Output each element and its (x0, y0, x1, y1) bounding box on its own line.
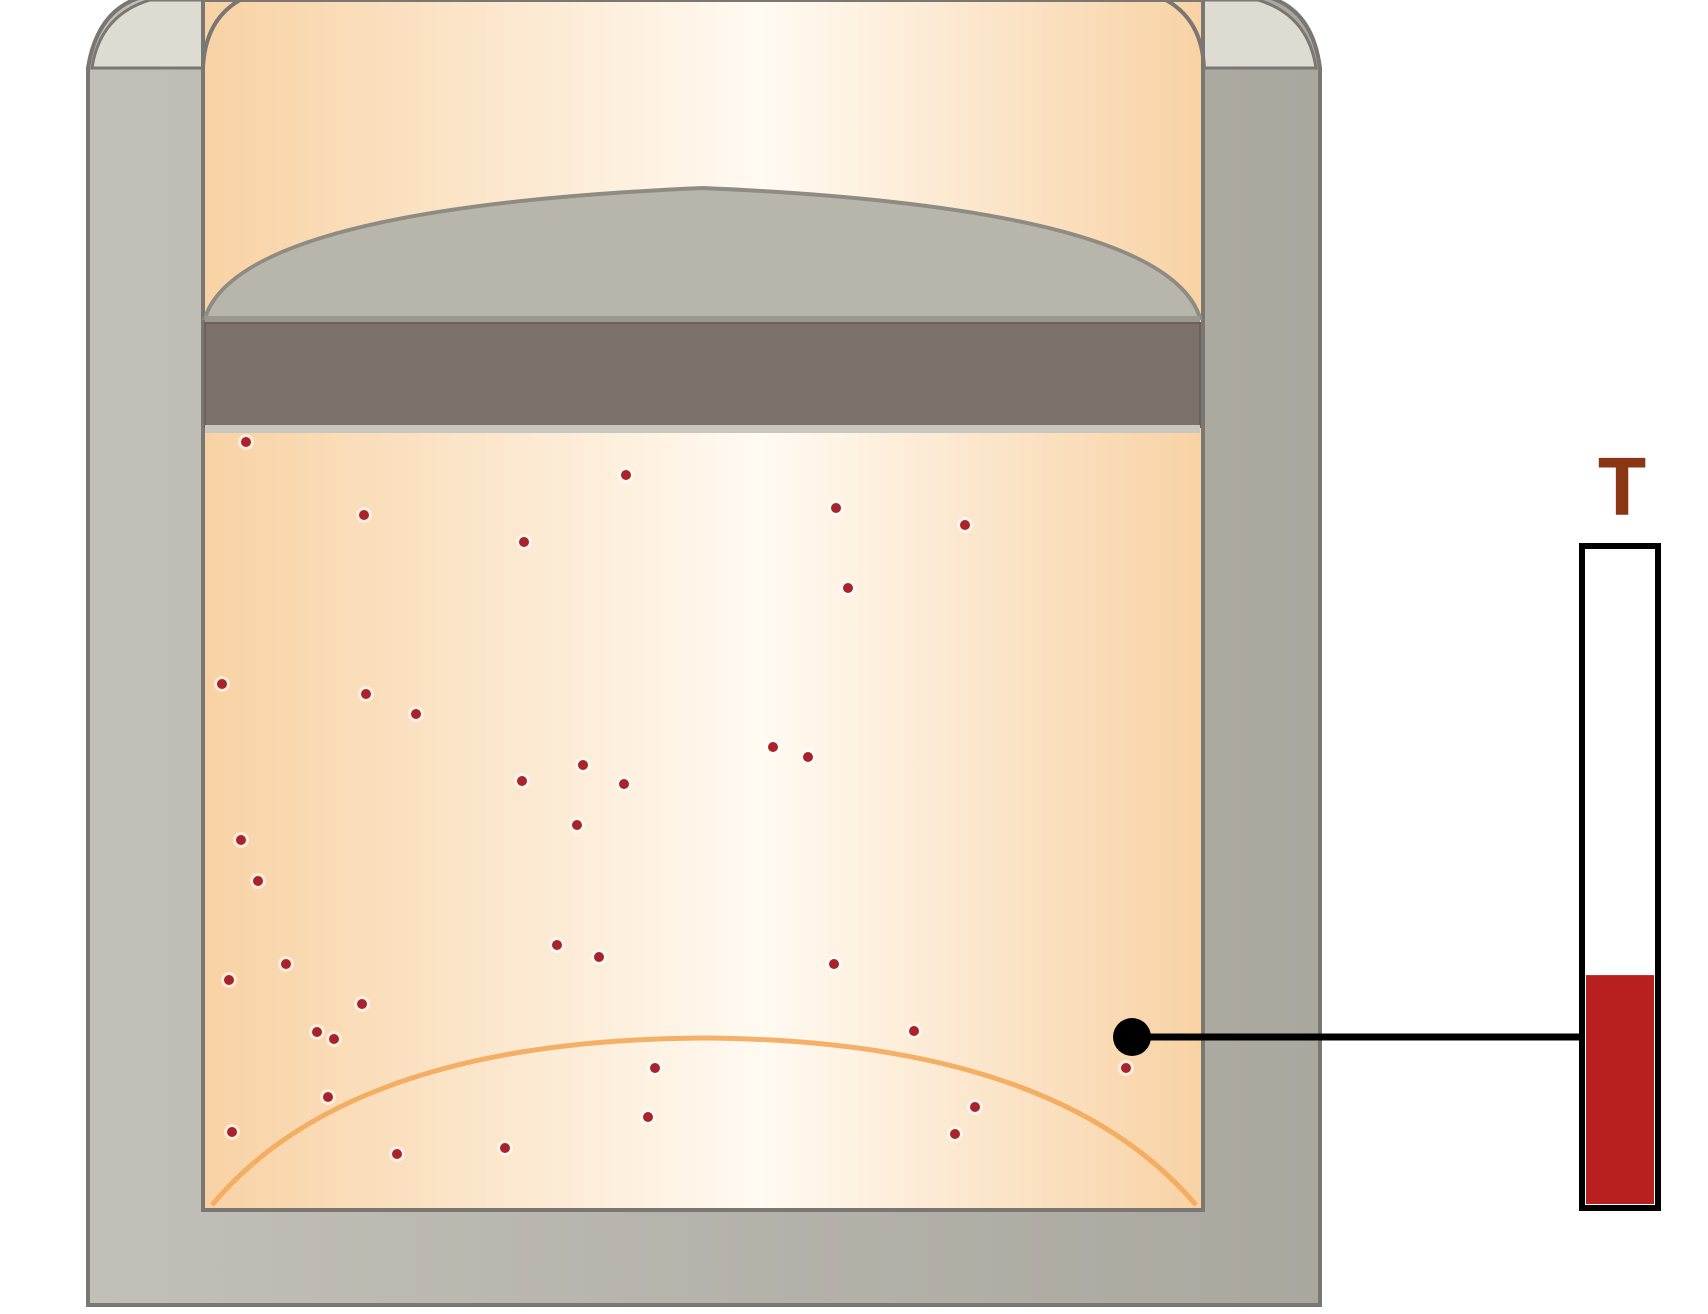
gas-particle (253, 876, 263, 886)
thermometer-probe-tip (1113, 1018, 1151, 1056)
gas-particle (643, 1112, 653, 1122)
piston-bottom-edge (205, 425, 1200, 433)
gas-particle (359, 510, 369, 520)
thermometer (1579, 543, 1661, 1211)
gas-particle (517, 776, 527, 786)
gas-particle (619, 779, 629, 789)
interior-top-curve (201, 0, 242, 69)
piston-body (204, 322, 1201, 428)
gas-particle (1121, 1063, 1131, 1073)
gas-particle (831, 503, 841, 513)
gas-particle (357, 999, 367, 1009)
piston-top-face (202, 185, 1203, 320)
gas-particle (909, 1026, 919, 1036)
cylinder-rim-left (90, 0, 217, 70)
gas-particles (214, 434, 1134, 1162)
piston-top-edge (205, 316, 1200, 325)
gas-interior (201, 0, 1205, 1212)
thermometer-fill (1586, 975, 1654, 1204)
interior-top-curve-right (1165, 0, 1206, 69)
gas-particle (572, 820, 582, 830)
thermometer-outline (1579, 543, 1661, 1211)
gas-particle (768, 742, 778, 752)
gas-particle (803, 752, 813, 762)
gas-particle (227, 1127, 237, 1137)
gas-particle (552, 940, 562, 950)
gas-particle (323, 1092, 333, 1102)
gas-particle (500, 1143, 510, 1153)
gas-particle (329, 1034, 339, 1044)
gas-particle (650, 1063, 660, 1073)
gas-particle (578, 760, 588, 770)
gas-particle (950, 1129, 960, 1139)
gas-particle (970, 1102, 980, 1112)
thermometer-label: T (1596, 443, 1648, 541)
gas-particle (829, 959, 839, 969)
gas-particle (312, 1027, 322, 1037)
piston (202, 185, 1203, 433)
gas-particle (217, 679, 227, 689)
gas-particle (281, 959, 291, 969)
gas-particle (960, 520, 970, 530)
gas-particle (361, 689, 371, 699)
gas-particle (843, 583, 853, 593)
gas-particle (519, 537, 529, 547)
gas-particle (411, 709, 421, 719)
cylinder-floor (210, 1035, 1198, 1207)
gas-particle (236, 835, 246, 845)
gas-particle (594, 952, 604, 962)
gas-particle (241, 437, 251, 447)
gas-particle (224, 975, 234, 985)
cylinder-rim-right (1190, 0, 1318, 70)
gas-particle (392, 1149, 402, 1159)
gas-particle (621, 470, 631, 480)
